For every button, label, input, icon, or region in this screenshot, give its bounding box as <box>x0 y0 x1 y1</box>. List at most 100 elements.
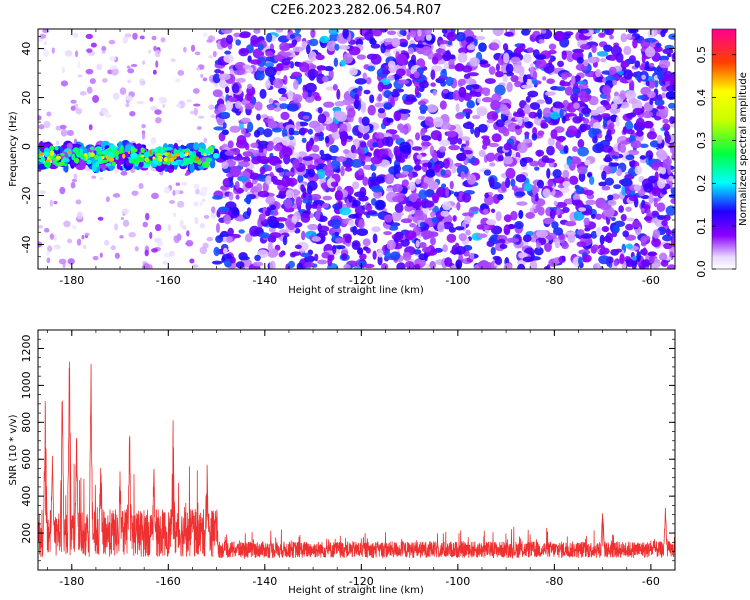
spectrogram-cell <box>387 30 397 35</box>
spectrogram-cell <box>191 264 199 268</box>
spectrogram-cell <box>423 200 435 208</box>
spectrogram-cell <box>400 218 412 224</box>
spectrogram-cell <box>595 69 602 78</box>
spectrogram-cell <box>476 224 485 230</box>
spectrogram-cell <box>506 81 513 93</box>
spectrogram-cell <box>581 254 592 263</box>
spectrogram-cell <box>458 233 467 242</box>
spectrogram-cell <box>319 149 325 156</box>
spectrogram-cell <box>536 179 545 189</box>
spectrogram-cell <box>466 100 475 109</box>
spectrogram-cell <box>334 190 343 201</box>
spectrogram-cell <box>341 99 354 106</box>
spectrogram-cell <box>575 186 585 195</box>
spectrogram-cell <box>208 55 213 59</box>
spectrogram-cell <box>505 177 511 189</box>
spectrogram-cell <box>536 99 545 104</box>
spectrogram-cell <box>367 65 376 72</box>
spectrogram-cell <box>461 65 473 73</box>
spectrogram-cell <box>452 89 461 101</box>
spectrogram-cell <box>101 159 109 163</box>
spectrogram-cell <box>666 264 675 269</box>
spectrogram-cell <box>175 139 183 143</box>
spectrogram-cell <box>588 175 595 185</box>
spectrogram-cell <box>110 245 116 251</box>
spectrogram-cell <box>227 140 234 149</box>
spectrogram-cell <box>576 56 584 64</box>
spectrogram-cell <box>577 256 583 266</box>
spectrogram-cell <box>279 42 290 51</box>
spectrogram-x-tick-label: -180 <box>59 274 84 287</box>
spectrogram-cell <box>291 215 298 225</box>
spectrogram-cell <box>489 176 495 188</box>
spectrogram-cell <box>615 116 620 127</box>
spectrogram-cell <box>38 225 43 229</box>
spectrogram-cell <box>396 262 406 269</box>
spectrogram-cell <box>519 157 528 167</box>
spectrogram-cell <box>546 145 555 156</box>
spectrogram-cell <box>620 178 633 187</box>
spectrogram-cell <box>441 29 448 34</box>
spectrogram-cell <box>372 141 379 148</box>
spectrogram-cell <box>134 246 139 252</box>
spectrogram-cell <box>408 47 414 55</box>
spectrogram-cell <box>341 253 348 261</box>
spectrogram-cell <box>408 181 416 192</box>
spectrogram-cell <box>547 234 554 241</box>
spectrogram-cell <box>354 99 360 110</box>
spectrogram-cell <box>339 206 352 216</box>
spectrogram-cell <box>383 231 393 236</box>
spectrogram-cell <box>95 147 100 152</box>
spectrogram-cell <box>551 210 558 216</box>
spectrogram-cell <box>620 33 628 43</box>
spectrogram-cell <box>109 65 118 70</box>
spectrogram-cell <box>371 226 381 233</box>
spectrogram-cell <box>455 112 465 120</box>
spectrogram-cell <box>122 36 128 44</box>
spectrogram-cell <box>119 87 127 95</box>
spectrogram-cell <box>559 81 571 87</box>
spectrogram-cell <box>542 76 547 81</box>
spectrogram-cell <box>263 128 273 138</box>
spectrogram-cell <box>162 260 168 265</box>
spectrogram-cell <box>265 175 272 185</box>
spectrogram-cell <box>293 79 299 90</box>
snr-y-tick-label: 1000 <box>20 371 33 399</box>
spectrogram-cell <box>391 37 401 48</box>
snr-y-tick-label: 800 <box>20 412 33 433</box>
spectrogram-cell <box>644 266 650 269</box>
spectrogram-cell <box>230 166 241 178</box>
spectrogram-cell <box>421 135 432 142</box>
spectrogram-cell <box>115 155 119 160</box>
spectrogram-cell <box>109 55 117 62</box>
spectrogram-cell <box>532 184 538 196</box>
spectrogram-cell <box>661 189 668 195</box>
spectrogram-cell <box>576 229 585 236</box>
spectrogram-cell <box>598 32 606 38</box>
spectrogram-cell <box>486 110 499 122</box>
spectrogram-cell <box>440 69 448 79</box>
spectrogram-cell <box>38 148 41 155</box>
spectrogram-cell <box>238 161 251 167</box>
spectrogram-cell <box>549 111 560 120</box>
spectrogram-cell <box>231 83 240 94</box>
spectrogram-cell <box>201 198 206 202</box>
spectrogram-cell <box>322 76 329 83</box>
spectrogram-cell <box>73 173 78 180</box>
spectrogram-cell <box>58 258 67 265</box>
spectrogram-cell <box>229 256 236 264</box>
spectrogram-cell <box>226 236 233 244</box>
spectrogram-cell <box>125 95 133 102</box>
spectrogram-cell <box>144 157 150 163</box>
spectrogram-cell <box>359 253 367 261</box>
spectrogram-cell <box>95 162 100 168</box>
spectrogram-cell <box>535 54 547 60</box>
spectrogram-cell <box>544 266 550 269</box>
spectrogram-cell <box>79 91 87 96</box>
spectrogram-cell <box>266 32 273 43</box>
spectrogram-cell <box>77 74 83 78</box>
spectrogram-cell <box>112 193 121 198</box>
spectrogram-cell <box>268 98 274 104</box>
spectrogram-cell <box>503 262 513 269</box>
spectrogram-cell <box>456 152 467 162</box>
